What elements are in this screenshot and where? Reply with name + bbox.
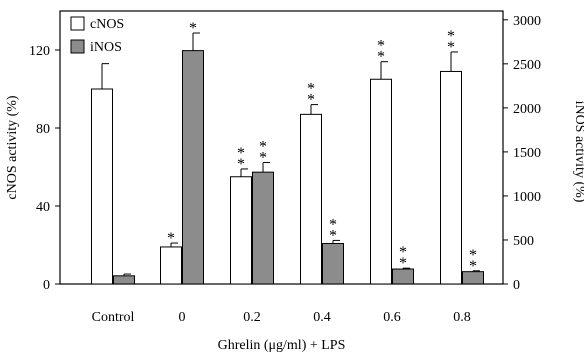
y-right-tick-label: 1000 [513, 190, 541, 205]
significance-star: * [469, 258, 477, 275]
cnos-bar [230, 176, 252, 285]
cnos-bar [300, 113, 322, 285]
significance-star: * [259, 149, 267, 166]
legend-swatch-inos [70, 39, 85, 54]
x-category-label: 0.8 [453, 310, 471, 325]
cnos-bar [440, 70, 462, 285]
significance-star: * [399, 255, 407, 272]
cnos-bar [91, 88, 113, 285]
significance-star: * [307, 92, 315, 109]
x-category-label: 0.4 [313, 310, 331, 325]
plot-frame [59, 10, 504, 285]
significance-star: * [447, 28, 455, 45]
y-right-tick-label: 3000 [513, 14, 541, 29]
cnos-bar [370, 78, 392, 285]
y-left-tick-label: 40 [36, 200, 50, 215]
inos-bar [252, 171, 274, 285]
significance-star: * [377, 49, 385, 66]
y-left-tick-label: 80 [36, 122, 50, 137]
significance-star: * [237, 156, 245, 173]
y-right-tick-label: 0 [513, 278, 520, 293]
significance-layer: **************** ** [167, 20, 477, 275]
y-axis-left-title: cNOS activity (%) [5, 95, 20, 200]
significance-star: * [377, 38, 385, 55]
significance-star: * [237, 145, 245, 162]
significance-star: * [167, 230, 175, 247]
x-category-label: 0 [179, 310, 186, 325]
legend-label-cnos: cNOS [90, 17, 124, 32]
plot-frame-rect [59, 10, 504, 285]
legend: cNOS iNOS [70, 16, 124, 55]
x-category-label: 0.6 [383, 310, 401, 325]
inos-bar [322, 242, 344, 285]
cnos-bar [160, 246, 182, 285]
significance-star: * [469, 247, 477, 264]
inos-bar [113, 275, 135, 285]
significance-star: * [307, 81, 315, 98]
bars-layer [91, 32, 484, 285]
legend-label-inos: iNOS [90, 40, 122, 55]
x-category-label: Control [92, 310, 135, 325]
significance-star: * [399, 244, 407, 261]
x-axis-title: Ghrelin (μg/ml) + LPS [218, 338, 346, 353]
y-axis-right-title: iNOS activity (%) [572, 101, 584, 203]
y-right-tick-label: 500 [513, 234, 534, 249]
y-right-tick-label: 2000 [513, 102, 541, 117]
y-left-tick-label: 120 [29, 44, 50, 59]
significance-star: * [189, 20, 197, 37]
significance-star: * [329, 227, 337, 244]
significance-star: * [447, 39, 455, 56]
y-right-tick-label: 1500 [513, 146, 541, 161]
axis-ticks: 0 40 80 120 0 500 1000 1500 2000 2500 3000 Control 0… [29, 14, 541, 325]
significance-star: * [259, 138, 267, 155]
significance-star: * [329, 216, 337, 233]
inos-bar [182, 50, 204, 285]
legend-swatch-cnos [70, 16, 85, 31]
y-left-tick-label: 0 [43, 278, 50, 293]
y-right-tick-label: 2500 [513, 58, 541, 73]
x-category-label: 0.2 [243, 310, 261, 325]
